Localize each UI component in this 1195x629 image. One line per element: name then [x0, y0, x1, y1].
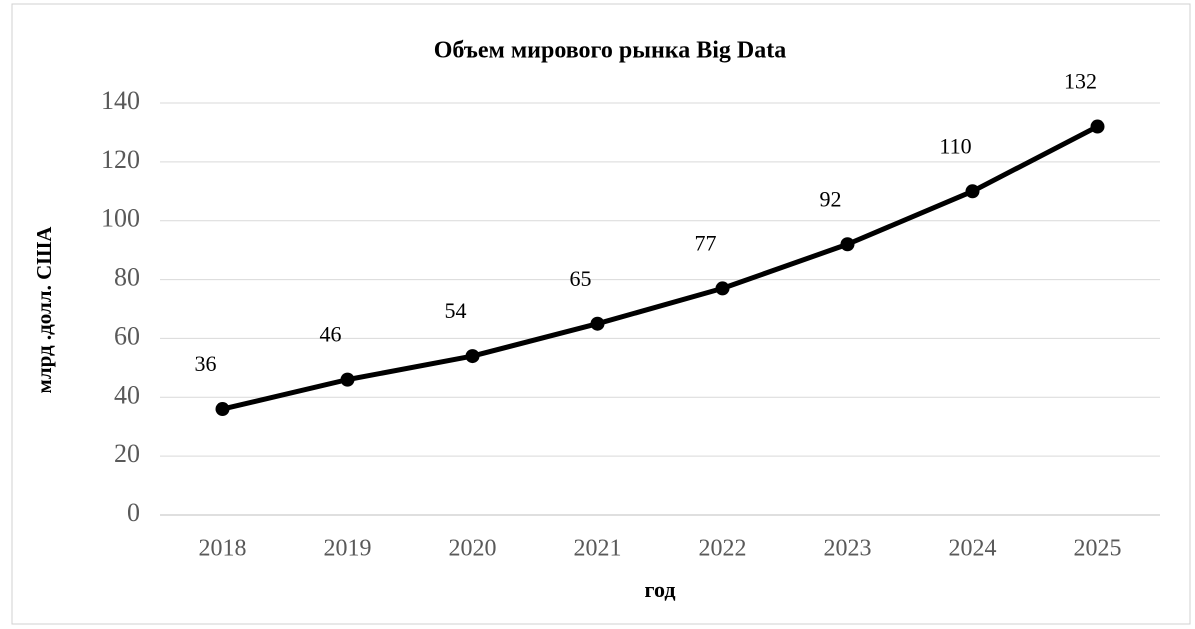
- data-label: 46: [320, 322, 342, 347]
- marker: [715, 281, 730, 296]
- x-tick-label: 2023: [824, 536, 872, 562]
- data-label: 36: [195, 351, 217, 376]
- data-label: 110: [939, 133, 971, 158]
- x-tick-label: 2022: [699, 536, 747, 562]
- marker: [590, 316, 605, 331]
- x-tick-label: 2021: [574, 536, 622, 562]
- y-tick-label: 40: [114, 380, 140, 409]
- line: [221, 124, 1099, 412]
- chart-frame: [11, 3, 1191, 625]
- x-tick-label: 2025: [1074, 536, 1122, 562]
- y-tick-label: 80: [114, 263, 140, 292]
- y-tick-label: 100: [101, 204, 140, 233]
- data-label: 132: [1064, 69, 1097, 94]
- marker: [465, 349, 480, 364]
- x-tick-label: 2018: [199, 536, 247, 562]
- y-tick-label: 20: [114, 439, 140, 468]
- marker: [840, 237, 855, 252]
- y-tick-label: 0: [127, 498, 140, 527]
- chart-title: Объем мирового рынка Big Data: [434, 38, 786, 64]
- y-tick-label: 60: [114, 321, 140, 350]
- data-label: 92: [820, 186, 842, 211]
- marker: [1090, 119, 1105, 134]
- x-tick-label: 2019: [324, 536, 372, 562]
- data-label: 54: [445, 298, 467, 323]
- data-label: 65: [570, 266, 592, 291]
- x-tick-label: 2024: [949, 536, 997, 562]
- x-axis-label: год: [645, 577, 676, 602]
- y-axis-label: млрд .долл. США: [32, 226, 56, 394]
- y-tick-label: 140: [101, 86, 140, 115]
- data-label: 77: [695, 230, 717, 255]
- marker: [965, 184, 980, 199]
- x-tick-label: 2020: [449, 536, 497, 562]
- y-tick-label: 120: [101, 145, 140, 174]
- marker: [215, 402, 230, 417]
- marker: [340, 372, 355, 387]
